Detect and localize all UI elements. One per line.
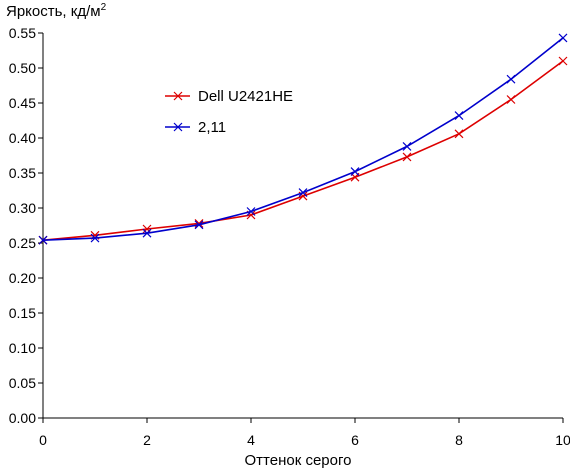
y-tick-label: 0.05 — [9, 375, 36, 391]
y-tick-label: 0.20 — [9, 270, 36, 286]
y-axis-title-superscript: 2 — [101, 2, 107, 13]
series-line — [42, 60, 564, 241]
x-tick-label: 2 — [143, 432, 151, 448]
legend-marker — [173, 91, 183, 101]
data-point-marker — [506, 95, 516, 104]
x-tick-label: 8 — [455, 432, 463, 448]
y-tick-label: 0.25 — [9, 235, 36, 251]
y-tick-label: 0.15 — [9, 305, 36, 321]
data-point-marker — [194, 218, 204, 228]
data-point-marker — [142, 228, 152, 238]
legend-item: 2,11 — [165, 119, 226, 136]
data-point-marker — [350, 167, 360, 177]
x-tick-label: 6 — [351, 432, 359, 448]
y-tick-label: 0.55 — [9, 25, 36, 41]
data-point-marker — [142, 224, 152, 234]
legend-label: Dell U2421HE — [198, 88, 293, 105]
legend-item: Dell U2421HE — [165, 88, 293, 105]
data-point-marker — [298, 188, 308, 198]
plot-axes — [42, 33, 563, 419]
y-tick-label: 0.50 — [9, 60, 36, 76]
legend-label: 2,11 — [198, 119, 226, 136]
data-point-marker — [90, 233, 100, 243]
y-tick-label: 0.35 — [9, 165, 36, 181]
data-point-marker — [506, 74, 516, 84]
data-point-marker — [454, 129, 464, 139]
x-tick-label: 0 — [39, 432, 47, 448]
legend-marker — [173, 122, 183, 132]
x-tick-label: 4 — [247, 432, 255, 448]
legend: Dell U2421HE 2,11 — [165, 88, 293, 136]
x-axis-ticks: 0 2 4 6 8 10 — [39, 418, 570, 448]
data-point-marker — [246, 207, 256, 216]
series-line — [42, 37, 564, 241]
data-point-marker — [558, 56, 568, 66]
series-layer — [38, 33, 568, 245]
data-point-marker — [38, 235, 48, 245]
y-tick-label: 0.45 — [9, 95, 36, 111]
y-axis-title-text: Яркость, кд/м — [6, 3, 101, 20]
series-2 — [38, 33, 568, 245]
data-point-marker — [558, 33, 568, 43]
data-point-marker — [454, 111, 464, 121]
data-point-marker — [194, 220, 204, 230]
data-point-marker — [402, 141, 412, 151]
y-tick-label: 0.40 — [9, 130, 36, 146]
series-1 — [38, 56, 568, 245]
data-point-marker — [402, 152, 412, 162]
x-tick-label: 10 — [555, 432, 570, 448]
y-axis-title: Яркость, кд/м2 — [6, 2, 107, 20]
y-tick-label: 0.30 — [9, 200, 36, 216]
y-tick-label: 0.00 — [9, 410, 36, 426]
y-tick-label: 0.10 — [9, 340, 36, 356]
x-axis-title: Оттенок серого — [245, 452, 352, 468]
y-axis-ticks: 0.00 0.05 0.10 0.15 0.20 0.25 0.30 0.35 0.40 0.45… — [9, 25, 43, 426]
